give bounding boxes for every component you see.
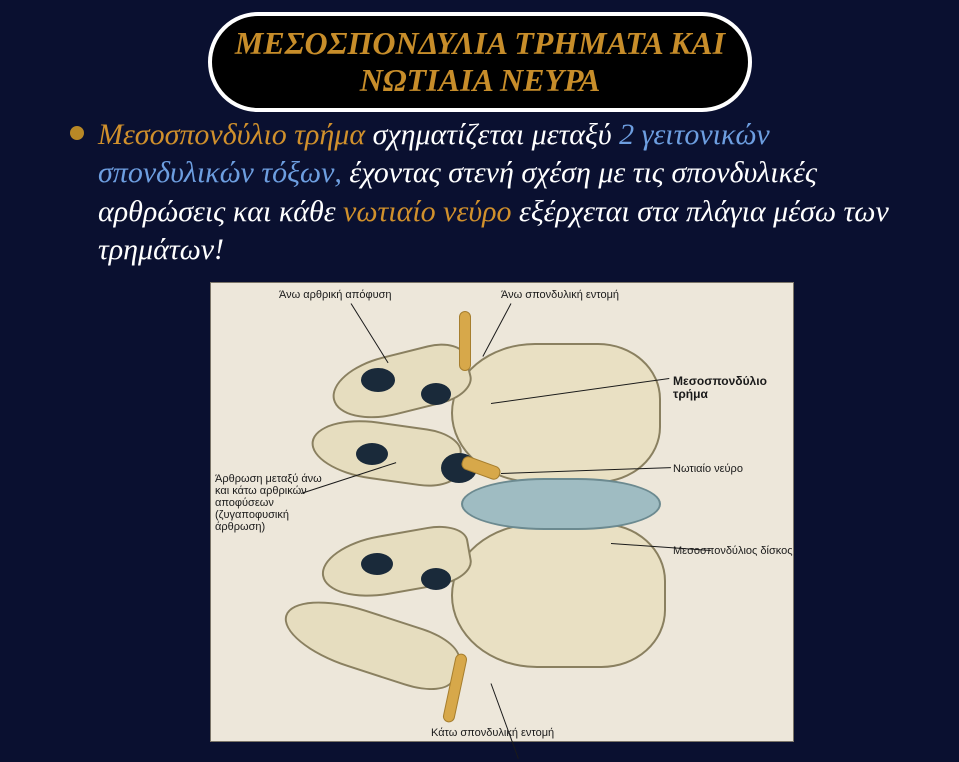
facet-2	[421, 383, 451, 405]
label-facet-l5: άρθρωση)	[215, 521, 325, 533]
lead-bottom	[491, 683, 519, 759]
label-iv-disc: Μεσοσπονδύλιος δίσκος	[673, 545, 793, 557]
facet-1	[361, 368, 395, 392]
label-facet-l2: και κάτω αρθρικών	[215, 485, 325, 497]
label-sup-articular: Άνω αρθρική απόφυση	[279, 289, 392, 301]
body-paragraph: Μεσοσπονδύλιο τρήμα σχηματίζεται μεταξύ …	[98, 116, 918, 270]
facet-4	[361, 553, 393, 575]
label-iv-foramen: Μεσοσπονδύλιο τρήμα	[673, 375, 793, 401]
body-seg-2: σχηματίζεται μεταξύ	[373, 118, 620, 151]
label-facet-l1: Άρθρωση μεταξύ άνω	[215, 473, 325, 485]
facet-5	[421, 568, 451, 590]
label-spinal-nerve: Νωτιαίο νεύρο	[673, 463, 743, 475]
process-lower-2	[276, 587, 466, 700]
label-facet-joint: Άρθρωση μεταξύ άνω και κάτω αρθρικών απο…	[215, 473, 325, 533]
label-facet-l4: (ζυγαποφυσική	[215, 509, 325, 521]
spinal-nerve-root	[459, 311, 471, 371]
label-facet-l3: αποφύσεων	[215, 497, 325, 509]
title-line-1: ΜΕΣΟΣΠΟΝΔΥΛΙΑ ΤΡΗΜΑΤΑ ΚΑΙ	[235, 25, 725, 62]
term-foramen: Μεσοσπονδύλιο τρήμα	[98, 118, 373, 151]
bullet-icon	[70, 126, 84, 140]
title-capsule: ΜΕΣΟΣΠΟΝΔΥΛΙΑ ΤΡΗΜΑΤΑ ΚΑΙ ΝΩΤΙΑΙΑ ΝΕΥΡΑ	[208, 12, 752, 112]
label-sup-notch: Άνω σπονδυλική εντομή	[501, 289, 619, 301]
vertebra-figure: Άνω αρθρική απόφυση Άνω σπονδυλική εντομ…	[210, 282, 794, 742]
lead-top-left	[351, 303, 389, 363]
intervertebral-disc	[461, 478, 661, 530]
title-line-2: ΝΩΤΙΑΙΑ ΝΕΥΡΑ	[360, 62, 601, 99]
label-inf-notch: Κάτω σπονδυλική εντομή	[431, 727, 554, 739]
term-nerve: νωτιαίο νεύρο	[343, 195, 519, 228]
facet-3	[356, 443, 388, 465]
